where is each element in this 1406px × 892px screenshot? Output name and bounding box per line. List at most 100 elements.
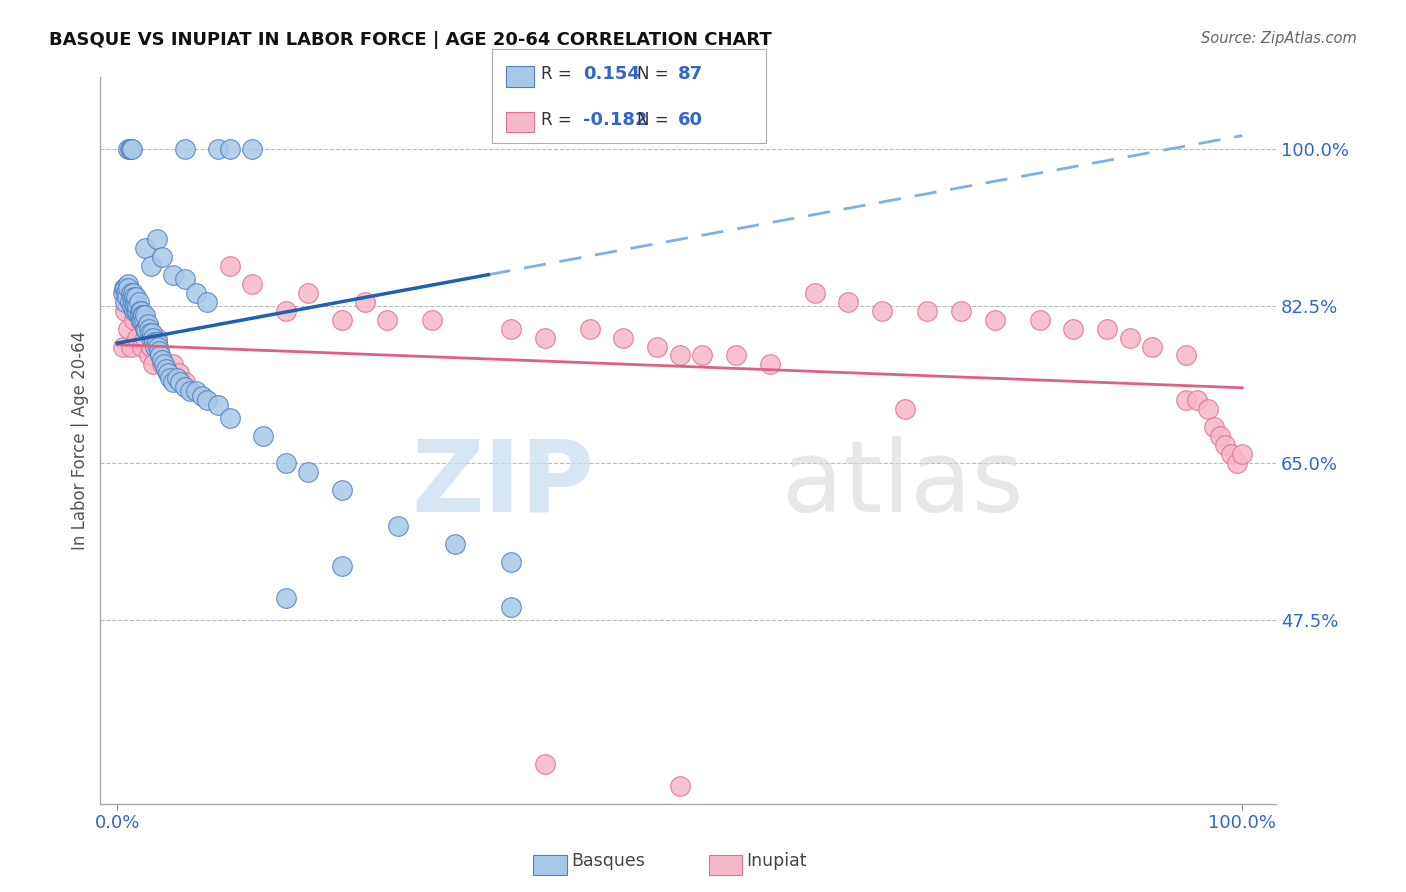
Point [1215, 438, 1237, 452]
Point [803, 285, 825, 300]
Point [134, 321, 156, 335]
Point [138, 349, 160, 363]
Point [145, 339, 167, 353]
Point [499, 599, 522, 614]
Point [1062, 321, 1084, 335]
Point [125, 303, 148, 318]
Text: ZIP: ZIP [411, 436, 595, 533]
Text: BASQUE VS INUPIAT IN LABOR FORCE | AGE 20-64 CORRELATION CHART: BASQUE VS INUPIAT IN LABOR FORCE | AGE 2… [49, 31, 772, 49]
Point [1220, 447, 1243, 461]
Point [645, 339, 668, 353]
Point [758, 358, 780, 372]
Point [134, 308, 156, 322]
Point [150, 353, 173, 368]
Point [128, 294, 150, 309]
Point [150, 358, 173, 372]
Point [138, 321, 160, 335]
Point [1140, 339, 1163, 353]
Point [142, 358, 165, 372]
Point [173, 376, 195, 390]
Point [127, 303, 149, 318]
Point [145, 330, 167, 344]
Point [353, 294, 375, 309]
Point [149, 349, 172, 363]
Point [915, 303, 938, 318]
Point [122, 312, 145, 326]
Point [131, 339, 153, 353]
Point [156, 367, 179, 381]
Text: 87: 87 [678, 65, 703, 83]
Point [143, 334, 166, 349]
Point [983, 312, 1005, 326]
Point [142, 330, 165, 344]
Point [724, 349, 747, 363]
Point [297, 285, 319, 300]
Point [122, 285, 145, 300]
Point [150, 250, 173, 264]
Point [949, 303, 972, 318]
Text: N =: N = [637, 111, 673, 128]
Point [131, 312, 153, 326]
Point [129, 312, 152, 326]
Point [1174, 349, 1197, 363]
Point [111, 285, 134, 300]
Point [533, 330, 555, 344]
Point [134, 330, 156, 344]
Point [124, 299, 146, 313]
Text: 0.154: 0.154 [583, 65, 640, 83]
Point [117, 321, 139, 335]
Point [128, 312, 150, 326]
Point [117, 281, 139, 295]
Point [117, 277, 139, 291]
Point [117, 290, 139, 304]
Point [499, 321, 522, 335]
Point [134, 312, 156, 326]
Point [1028, 312, 1050, 326]
Text: R =: R = [541, 65, 578, 83]
Point [114, 303, 136, 318]
Text: Inupiat: Inupiat [747, 852, 807, 870]
Point [146, 339, 169, 353]
Point [148, 344, 170, 359]
Point [274, 591, 297, 605]
Point [207, 398, 229, 412]
Text: 60: 60 [678, 111, 703, 128]
Point [122, 303, 145, 318]
Point [330, 312, 353, 326]
Point [125, 290, 148, 304]
Point [1226, 456, 1249, 470]
Point [274, 303, 297, 318]
Point [118, 142, 141, 156]
Point [162, 268, 184, 282]
Point [578, 321, 600, 335]
Point [149, 349, 172, 363]
Point [218, 142, 240, 156]
Point [837, 294, 859, 309]
Point [169, 376, 191, 390]
Point [387, 519, 409, 533]
Point [120, 142, 142, 156]
Point [124, 294, 146, 309]
Point [173, 142, 195, 156]
Point [139, 330, 162, 344]
Point [420, 312, 443, 326]
Point [118, 294, 141, 309]
Text: Source: ZipAtlas.com: Source: ZipAtlas.com [1201, 31, 1357, 46]
Point [690, 349, 713, 363]
Point [127, 330, 149, 344]
Point [136, 317, 159, 331]
Point [127, 299, 149, 313]
Point [128, 308, 150, 322]
Point [190, 389, 212, 403]
Point [121, 299, 143, 313]
Point [141, 326, 163, 340]
Point [1198, 402, 1220, 417]
Point [330, 559, 353, 574]
Point [173, 380, 195, 394]
Point [668, 349, 690, 363]
Point [139, 326, 162, 340]
Text: Basques: Basques [571, 852, 645, 870]
Point [122, 303, 145, 318]
Text: R =: R = [541, 111, 578, 128]
Point [218, 411, 240, 425]
